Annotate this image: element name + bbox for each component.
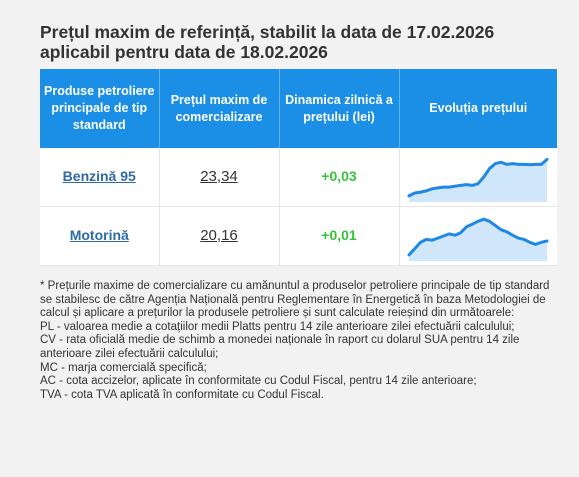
price-panel: Prețul maxim de referință, stabilit la d… (40, 22, 565, 402)
product-link-motorina[interactable]: Motorină (69, 227, 129, 243)
header-dynamic: Dinamica zilnică a prețului (lei) (279, 69, 400, 148)
title-line-2: aplicabil pentru data de 18.02.2026 (40, 42, 328, 62)
dynamic-value-motorina: +0,01 (321, 227, 357, 243)
header-price: Prețul maxim de comercializare (159, 69, 280, 148)
page-title: Prețul maxim de referință, stabilit la d… (40, 22, 540, 62)
price-table: Produse petroliere principale de tip sta… (40, 69, 557, 266)
dynamic-value-benzina: +0,03 (321, 168, 357, 184)
table-row: Motorină 20,16 +0,01 (40, 206, 557, 266)
price-value-benzina[interactable]: 23,34 (200, 168, 238, 185)
price-value-motorina[interactable]: 20,16 (200, 227, 238, 244)
sparkline-area (409, 219, 548, 261)
footnote: * Prețurile maxime de comercializare cu … (40, 280, 560, 402)
table-header-row: Produse petroliere principale de tip sta… (40, 69, 557, 148)
title-line-1: Prețul maxim de referință, stabilit la d… (40, 22, 495, 42)
sparkline-line (407, 157, 549, 198)
footnote-mc: MC - marja comercială specifică; (40, 361, 207, 374)
footnote-intro: * Prețurile maxime de comercializare cu … (40, 280, 550, 320)
sparkline-motorina (407, 217, 549, 261)
product-link-benzina[interactable]: Benzină 95 (62, 168, 136, 184)
footnote-pl: PL - valoarea medie a cotațiilor medii P… (40, 320, 515, 333)
header-product: Produse petroliere principale de tip sta… (40, 69, 160, 148)
footnote-tva: TVA - cota TVA aplicată în conformitate … (40, 388, 324, 401)
sparkline-benzina (407, 157, 549, 202)
footnote-cv: CV - rata oficială medie de schimb a mon… (40, 334, 520, 360)
header-evolution: Evoluția prețului (399, 69, 557, 148)
sparkline-area (409, 159, 548, 202)
table-row: Benzină 95 23,34 +0,03 (40, 148, 557, 207)
sparkline-line (407, 217, 549, 257)
footnote-ac: AC - cota accizelor, aplicate în conform… (40, 375, 477, 388)
